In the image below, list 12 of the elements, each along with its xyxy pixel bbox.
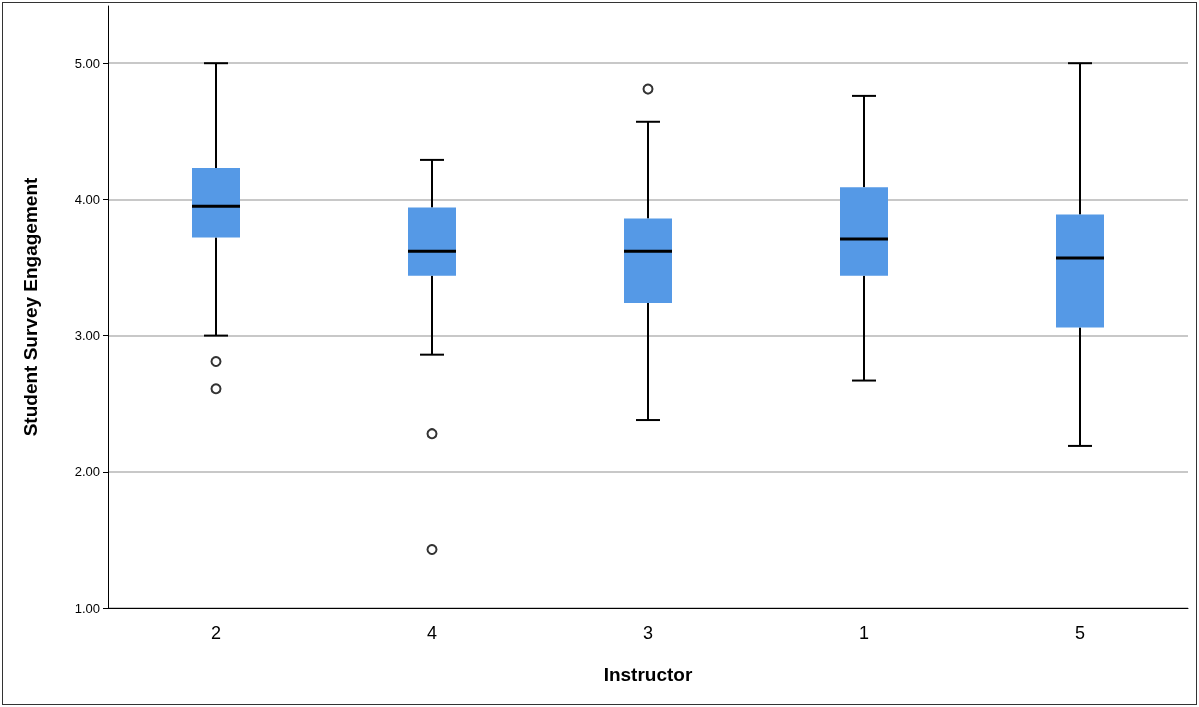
y-tick-label: 3.00	[74, 328, 100, 344]
x-tick-label: 1	[858, 623, 870, 643]
x-tick-label: 3	[642, 623, 654, 643]
x-tick-label: 4	[426, 623, 438, 643]
y-tick-label: 1.00	[74, 600, 100, 616]
x-tick-label: 5	[1074, 623, 1086, 643]
y-tick-label: 2.00	[74, 464, 100, 480]
y-tick-label: 5.00	[74, 55, 100, 71]
y-tick-label: 4.00	[74, 191, 100, 207]
x-axis-title: Instructor	[603, 664, 693, 685]
y-axis-title: Student Survey Engagement	[20, 177, 41, 437]
x-tick-label: 2	[210, 623, 222, 643]
